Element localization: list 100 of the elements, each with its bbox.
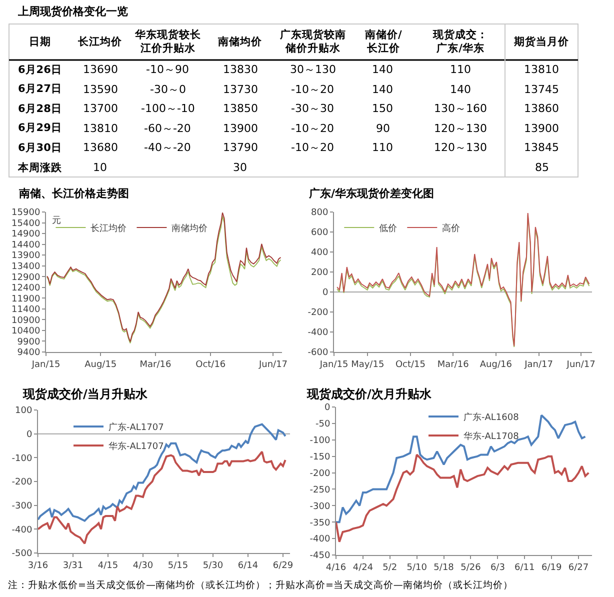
x-tick-label: 5/18 bbox=[434, 562, 454, 573]
x-tick-label: Aug/16 bbox=[480, 360, 512, 370]
text: 140 bbox=[372, 63, 393, 76]
text: 13850 bbox=[223, 102, 258, 115]
y-tick-label: -350 bbox=[310, 518, 330, 528]
category-label: 期货当月价 bbox=[513, 35, 570, 48]
chart-title: 广东/华东现货价差变化图 bbox=[308, 187, 434, 200]
y-tick-label: 0 bbox=[324, 403, 330, 414]
y-tick-label: 11400 bbox=[12, 305, 40, 316]
y-axis-title: 元 bbox=[52, 215, 61, 226]
text: -10～90 bbox=[146, 63, 189, 76]
y-tick-label: 10900 bbox=[12, 316, 40, 326]
y-tick-label: 9400 bbox=[17, 348, 40, 358]
text: 13690 bbox=[83, 63, 118, 76]
x-tick-label: Mar/16 bbox=[140, 360, 172, 370]
y-tick-label: 0 bbox=[26, 430, 32, 440]
text: -30～30 bbox=[291, 102, 334, 115]
text: 13830 bbox=[223, 63, 258, 76]
x-tick-label: 3/31 bbox=[62, 560, 84, 571]
text: -60～-20 bbox=[144, 122, 191, 135]
y-tick-label: -450 bbox=[310, 551, 330, 562]
text: 140 bbox=[450, 83, 471, 96]
text: 13590 bbox=[83, 83, 118, 96]
text: 110 bbox=[372, 141, 393, 154]
y-tick-label: 200 bbox=[311, 268, 328, 278]
category-label: 现货成交：广东/华东 bbox=[432, 28, 488, 55]
category-label: 南储价/长江价 bbox=[364, 28, 402, 55]
category-label: 南储均价 bbox=[217, 35, 263, 48]
legend-label: 南储均价 bbox=[172, 223, 208, 234]
x-tick-label: 5/10 bbox=[406, 562, 428, 573]
x-tick-label: 6/11 bbox=[514, 562, 535, 573]
x-tick-label: Jan/15 bbox=[30, 360, 60, 370]
text: 150 bbox=[372, 102, 393, 115]
y-tick-label: 15400 bbox=[12, 218, 40, 229]
y-tick-label: 10400 bbox=[12, 326, 40, 337]
text: -10～20 bbox=[291, 83, 334, 96]
legend-label: 低价 bbox=[379, 223, 398, 234]
text: 13680 bbox=[83, 141, 118, 154]
text: 140 bbox=[372, 83, 393, 96]
legend-label: 长江均价 bbox=[90, 223, 127, 234]
y-tick-label: -400 bbox=[12, 525, 32, 536]
legend-label: 广东-AL1707 bbox=[108, 422, 164, 434]
y-tick-label: 13900 bbox=[12, 251, 40, 262]
y-tick-label: 11900 bbox=[12, 294, 40, 304]
chart-title: 南储、长江价格走势图 bbox=[18, 187, 129, 200]
text: 110 bbox=[450, 63, 471, 76]
text: 13810 bbox=[524, 63, 559, 76]
x-tick-label: Jun/17 bbox=[258, 360, 288, 370]
y-tick-label: 13400 bbox=[12, 262, 40, 272]
category-label: 日期 bbox=[29, 35, 51, 48]
text: 13860 bbox=[524, 102, 559, 115]
x-tick-label: 6/29 bbox=[272, 560, 294, 571]
x-tick-label: 4/30 bbox=[132, 560, 154, 571]
x-tick-label: Oct/16 bbox=[196, 360, 226, 370]
y-tick-label: 9900 bbox=[17, 337, 40, 348]
x-tick-label: Aug/15 bbox=[84, 360, 117, 370]
legend-label: 华东-AL1707 bbox=[108, 441, 164, 452]
x-tick-label: Oct/15 bbox=[395, 360, 426, 370]
category-label: 6月30日 bbox=[18, 142, 62, 154]
text: 85 bbox=[535, 161, 549, 174]
legend-label: 广东-AL1608 bbox=[464, 412, 520, 424]
text: 120～130 bbox=[434, 122, 487, 135]
line-series bbox=[38, 450, 286, 544]
text: -10～20 bbox=[291, 141, 334, 154]
line-series bbox=[336, 414, 586, 524]
text: 13900 bbox=[223, 122, 258, 135]
y-tick-label: 400 bbox=[311, 248, 328, 258]
y-tick-label: 14400 bbox=[12, 240, 40, 250]
y-tick-label: -250 bbox=[310, 485, 330, 496]
y-tick-label: 14900 bbox=[12, 230, 40, 240]
text: -100～-10 bbox=[141, 102, 195, 115]
text: -40～-20 bbox=[144, 141, 191, 154]
x-tick-label: Mar/16 bbox=[437, 360, 470, 370]
text: 13790 bbox=[223, 141, 258, 154]
y-tick-label: -400 bbox=[308, 328, 328, 338]
y-tick-label: -600 bbox=[308, 348, 328, 358]
text: 30～130 bbox=[290, 63, 336, 76]
x-tick-label: Jun/17 bbox=[566, 360, 596, 370]
legend-label: 华东-AL1708 bbox=[464, 431, 520, 442]
category-label: 华东现货较长江价升贴水 bbox=[134, 28, 202, 55]
text: 上周现货价格变化一览 bbox=[17, 5, 128, 18]
text: 90 bbox=[376, 122, 390, 135]
text: -10～20 bbox=[291, 122, 334, 135]
x-tick-label: 4/24 bbox=[352, 562, 374, 573]
text: 10 bbox=[93, 161, 107, 174]
y-tick-label: -50 bbox=[315, 420, 330, 430]
category-label: 本周涨跌 bbox=[18, 162, 62, 174]
y-tick-label: 12900 bbox=[12, 272, 40, 283]
x-tick-label: 5/15 bbox=[168, 560, 188, 571]
y-tick-label: 600 bbox=[311, 228, 328, 238]
line-series bbox=[38, 423, 286, 522]
text: 120～130 bbox=[434, 141, 487, 154]
text: 13845 bbox=[524, 141, 559, 154]
y-tick-label: -200 bbox=[310, 468, 330, 479]
y-tick-label: -100 bbox=[310, 436, 330, 446]
chart-title: 现货成交价/次月升贴水 bbox=[306, 387, 432, 401]
y-tick-label: 15900 bbox=[12, 208, 40, 218]
x-tick-label: 6/14 bbox=[238, 560, 258, 571]
y-tick-label: -300 bbox=[12, 501, 32, 512]
y-tick-label: 12400 bbox=[12, 284, 40, 294]
